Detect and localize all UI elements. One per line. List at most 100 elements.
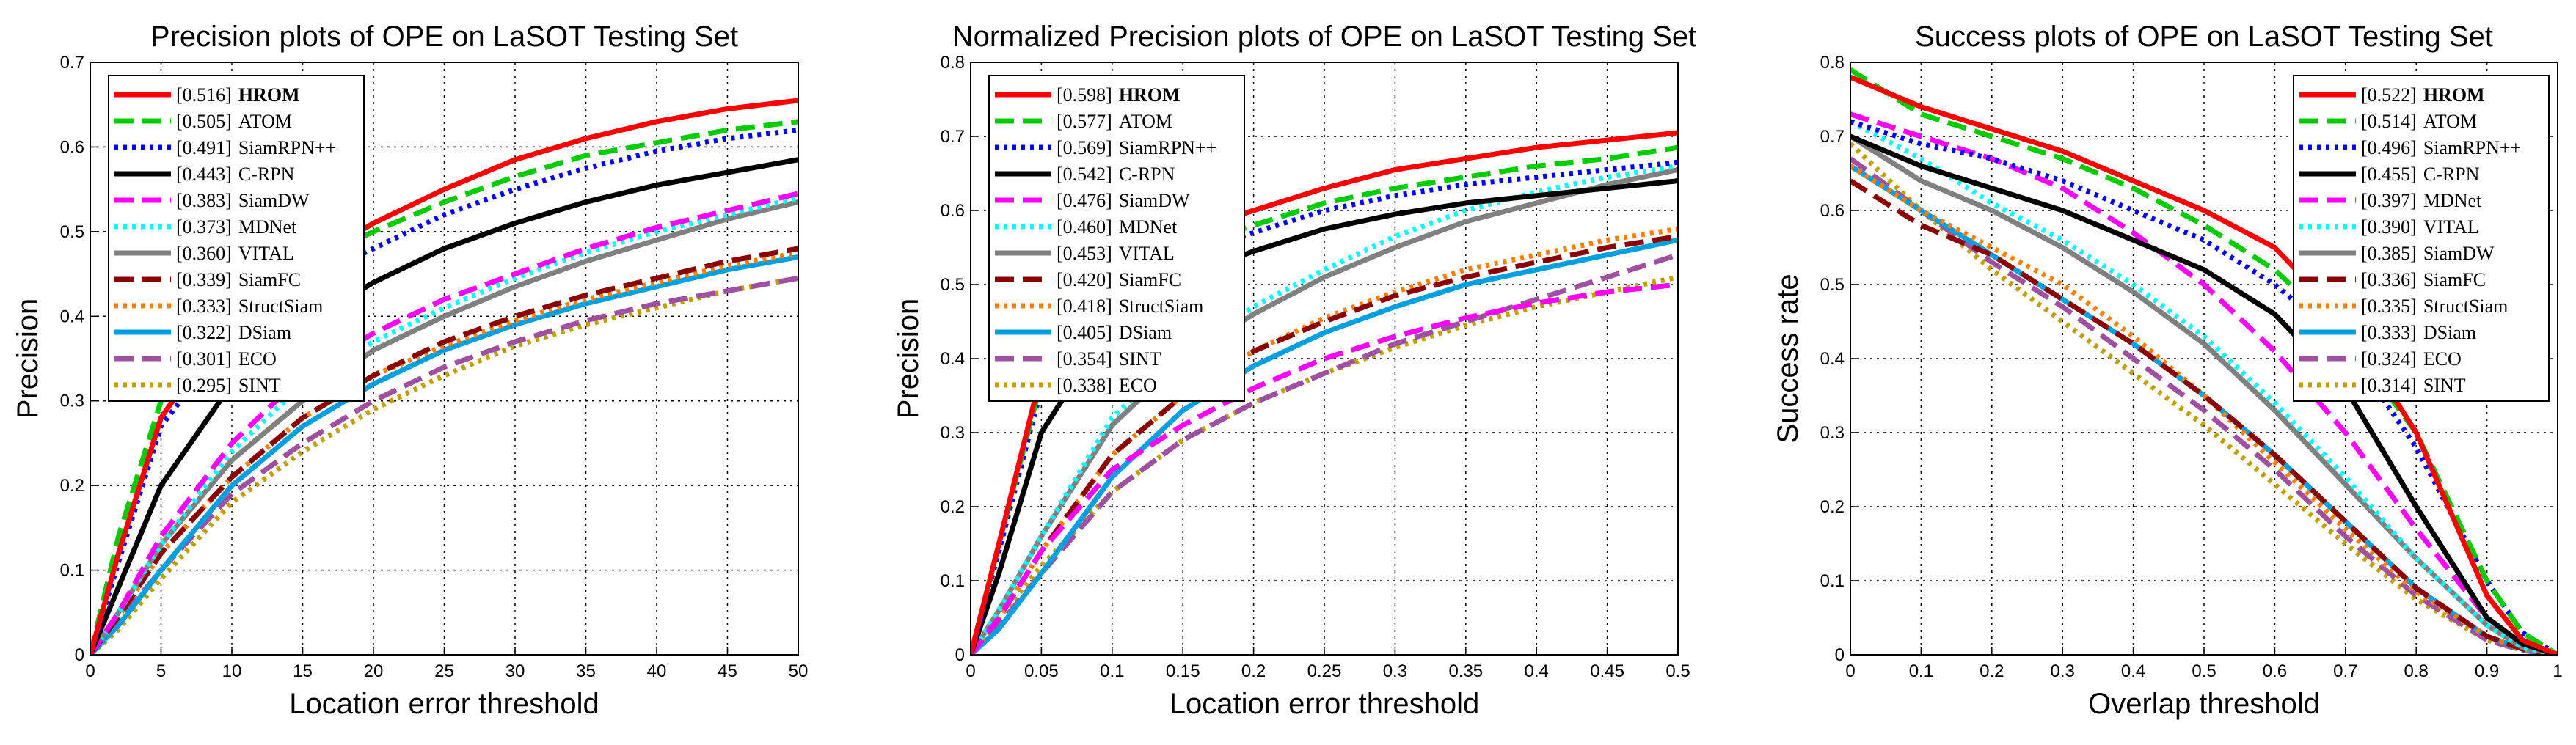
x-tick-label: 25 xyxy=(434,661,454,681)
legend-entry: [0.516] HROM xyxy=(176,84,300,106)
x-tick-label: 45 xyxy=(718,661,737,681)
chart-3: 0 0.1 0.2 0.3 0.4 0.5 0.6 0.7 0.8 0.9 1 0 0.1 0.2 0.3 0… xyxy=(1772,21,2563,720)
y-tick-label: 0.2 xyxy=(941,497,965,517)
x-tick-label: 30 xyxy=(506,661,525,681)
x-tick-label: 10 xyxy=(222,661,242,681)
series-line-siamdw xyxy=(90,191,798,655)
y-tick-label: 0.5 xyxy=(1820,275,1845,295)
y-tick-label: 0.1 xyxy=(1820,571,1845,591)
legend-entry: [0.476] SiamDW xyxy=(1057,190,1190,211)
series-line-hrom xyxy=(1850,74,2558,655)
x-axis-label: Location error threshold xyxy=(289,688,599,720)
x-tick-label: 0.5 xyxy=(2192,661,2216,681)
chart-1: 0 5 10 15 20 25 30 35 40 45 50 0 0.1 0.2 0.3 0.4 0.5 0.6 0… xyxy=(12,21,808,720)
x-tick-label: 0.25 xyxy=(1307,661,1342,681)
y-tick-label: 0.8 xyxy=(1820,53,1845,73)
y-tick-label: 0.1 xyxy=(941,571,965,591)
legend-entry: [0.420] SiamFC xyxy=(1057,269,1181,290)
series-line-siamfc xyxy=(90,246,798,655)
x-tick-label: 0.35 xyxy=(1448,661,1483,681)
x-tick-label: 0.3 xyxy=(1383,661,1407,681)
y-tick-label: 0.6 xyxy=(941,201,965,221)
series-line-eco xyxy=(1850,156,2558,655)
x-axis-label: Overlap threshold xyxy=(2088,688,2320,720)
y-tick-label: 0.3 xyxy=(60,392,84,411)
y-tick-label: 0.4 xyxy=(60,307,84,326)
legend-entry: [0.418] StructSiam xyxy=(1057,296,1203,317)
legend-entry: [0.295] SINT xyxy=(176,375,281,396)
legend-entry: [0.443] C-RPN xyxy=(176,164,295,185)
legend-entry: [0.324] ECO xyxy=(2361,348,2462,370)
x-tick-label: 50 xyxy=(789,661,809,681)
y-tick-label: 0.5 xyxy=(60,222,84,242)
series-line-c-rpn xyxy=(971,178,1678,655)
series-line-mdnet xyxy=(90,195,798,655)
series-line-dsiam xyxy=(971,237,1678,655)
legend-box xyxy=(108,75,365,402)
x-tick-label: 0.45 xyxy=(1590,661,1624,681)
chart-title: Success plots of OPE on LaSOT Testing Se… xyxy=(1915,21,2493,53)
series-line-atom xyxy=(90,119,798,655)
x-tick-label: 0 xyxy=(1845,661,1855,681)
legend-entry: [0.505] ATOM xyxy=(176,111,292,132)
legend-entry: [0.522] HROM xyxy=(2361,84,2485,106)
legend: [0.522] HROM [0.514] ATOM [0.496] SiamRPN++ [0… xyxy=(2293,75,2550,402)
x-tick-label: 0.2 xyxy=(1980,661,2004,681)
x-tick-label: 0.6 xyxy=(2263,661,2287,681)
x-tick-label: 35 xyxy=(576,661,596,681)
x-tick-label: 0.1 xyxy=(1100,661,1124,681)
x-tick-label: 15 xyxy=(293,661,313,681)
legend-entry: [0.455] C-RPN xyxy=(2361,164,2480,185)
x-tick-label: 0.7 xyxy=(2333,661,2357,681)
legend-entry: [0.333] DSiam xyxy=(2361,322,2476,343)
chart-title: Precision plots of OPE on LaSOT Testing … xyxy=(150,21,738,53)
legend-entry: [0.354] SINT xyxy=(1057,348,1161,370)
legend-entry: [0.390] VITAL xyxy=(2361,216,2479,238)
legend-entry: [0.496] SiamRPN++ xyxy=(2361,137,2521,158)
x-tick-label: 0.2 xyxy=(1241,661,1266,681)
legend-entry: [0.453] VITAL xyxy=(1057,243,1175,264)
y-tick-label: 0.7 xyxy=(941,127,965,147)
legend-entry: [0.339] SiamFC xyxy=(176,269,301,290)
x-tick-label: 0.05 xyxy=(1024,661,1059,681)
legend: [0.516] HROM [0.505] ATOM [0.491] SiamRPN++ [0… xyxy=(108,75,365,402)
y-tick-label: 0 xyxy=(75,645,84,665)
x-tick-label: 0 xyxy=(966,661,975,681)
legend-entry: [0.569] SiamRPN++ xyxy=(1057,137,1216,158)
plot-frame xyxy=(970,62,1679,656)
legend-entry: [0.405] DSiam xyxy=(1057,322,1172,343)
series-line-atom xyxy=(1850,67,2558,655)
legend-entry: [0.338] ECO xyxy=(1057,375,1157,396)
legend-entry: [0.322] DSiam xyxy=(176,322,291,343)
y-tick-label: 0.3 xyxy=(1820,423,1845,443)
legend-entry: [0.301] ECO xyxy=(176,348,277,370)
x-tick-label: 0.4 xyxy=(1525,661,1549,681)
x-tick-label: 0.15 xyxy=(1166,661,1200,681)
series-line-siamdw xyxy=(1850,134,2558,655)
plot-frame xyxy=(1850,62,2558,656)
y-tick-label: 0.7 xyxy=(60,53,84,73)
legend-entry: [0.514] ATOM xyxy=(2361,111,2477,132)
y-tick-label: 0.2 xyxy=(60,476,84,496)
series-line-siamdw xyxy=(971,282,1678,655)
y-tick-label: 0 xyxy=(1835,645,1845,665)
y-tick-label: 0.1 xyxy=(60,561,84,581)
y-tick-label: 0.3 xyxy=(941,423,965,443)
legend-entry: [0.335] StructSiam xyxy=(2361,296,2508,317)
y-axis-label: Precision xyxy=(12,298,44,419)
y-tick-label: 0.7 xyxy=(1820,127,1845,147)
y-tick-label: 0.6 xyxy=(60,137,84,157)
x-tick-label: 5 xyxy=(156,661,166,681)
legend-entry: [0.397] MDNet xyxy=(2361,190,2482,211)
x-tick-label: 0 xyxy=(85,661,95,681)
y-tick-label: 0.8 xyxy=(941,53,965,73)
x-tick-label: 0.8 xyxy=(2404,661,2429,681)
series-line-hrom xyxy=(90,98,798,655)
legend-box xyxy=(988,75,1245,402)
y-axis-label: Precision xyxy=(892,298,924,419)
series-line-siamrpn- xyxy=(1850,119,2558,655)
series-line-mdnet xyxy=(971,163,1678,655)
y-tick-label: 0.6 xyxy=(1820,201,1845,221)
x-tick-label: 0.4 xyxy=(2121,661,2145,681)
